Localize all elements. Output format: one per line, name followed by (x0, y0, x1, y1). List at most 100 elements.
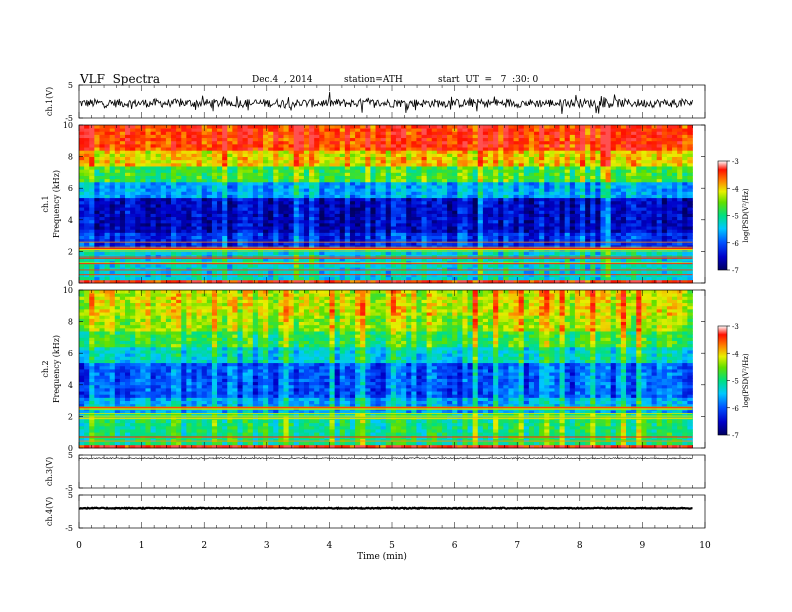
spectrogram-cell (344, 159, 351, 164)
spectrogram-cell (385, 257, 392, 262)
spectrogram-cell (595, 185, 601, 189)
spectrogram-cell (539, 229, 545, 233)
spectrogram-cell (390, 235, 397, 240)
spectrogram-cell (334, 273, 341, 278)
spectrogram-cell (370, 156, 376, 161)
spectrogram-cell (365, 257, 371, 262)
spectrogram-cell (344, 270, 351, 274)
spectrogram-cell (406, 276, 412, 281)
spectrogram-cell (656, 166, 663, 170)
spectrogram-cell (329, 276, 336, 281)
spectrogram-cell (528, 197, 535, 202)
spectrogram-cell (544, 200, 550, 205)
spectrogram-cell (89, 197, 95, 202)
spectrogram-cell (211, 235, 218, 240)
spectrogram-cell (104, 210, 111, 214)
spectrogram-cell (661, 273, 668, 278)
spectrogram-cell (426, 181, 433, 186)
spectrogram-cell (666, 273, 673, 278)
spectrogram-cell (263, 197, 269, 202)
spectrogram-cell (590, 159, 596, 164)
spectrogram-cell (237, 213, 243, 218)
spectrogram-cell (309, 229, 315, 233)
spectrogram-cell (646, 188, 652, 192)
spectrogram-cell (171, 197, 177, 202)
spectrogram-cell (365, 241, 371, 246)
spectrogram-cell (370, 219, 376, 224)
spectrogram-cell (385, 222, 392, 227)
spectrogram-cell (651, 276, 658, 281)
spectrogram-cell (436, 153, 443, 157)
spectrogram-cell (651, 222, 658, 227)
spectrogram-cell (355, 238, 361, 243)
spectrogram-cell (242, 213, 249, 218)
spectrogram-cell (298, 159, 305, 164)
spectrogram-cell (165, 150, 172, 154)
spectrogram-cell (590, 200, 596, 205)
spectrogram-cell (191, 169, 197, 173)
spectrogram-cell (620, 276, 627, 281)
spectrogram-cell (252, 254, 259, 259)
spectrogram-cell (641, 207, 647, 211)
spectrogram-cell (252, 270, 259, 274)
spectrogram-cell (298, 185, 305, 189)
spectrogram-cell (672, 197, 678, 202)
spectrogram-cell (390, 226, 397, 230)
spectrogram-cell (666, 191, 673, 195)
spectrogram-cell (263, 222, 269, 227)
spectrogram-cell (436, 276, 443, 281)
spectrogram-cell (196, 264, 203, 268)
spectrogram-cell (534, 207, 540, 211)
spectrogram-cell (211, 276, 218, 281)
spectrogram-cell (411, 200, 417, 205)
spectrogram-cell (682, 204, 688, 208)
spectrogram-cell (569, 219, 576, 224)
spectrogram-cell (339, 194, 346, 199)
spectrogram-cell (109, 216, 116, 221)
spectrogram-cell (482, 162, 489, 167)
spectrogram-cell (293, 169, 300, 173)
spectrogram-cell (303, 251, 310, 255)
spectrogram-cell (196, 270, 203, 274)
spectrogram-cell (687, 279, 693, 284)
spectrogram-cell (580, 235, 586, 240)
spectrogram-cell (99, 210, 105, 214)
spectrogram-cell (232, 194, 238, 199)
spectrogram-cell (554, 216, 560, 221)
spectrogram-cell (626, 251, 632, 255)
spectrogram-cell (89, 229, 95, 233)
spectrogram-cell (119, 238, 126, 243)
spectrogram-cell (298, 279, 305, 284)
spectrogram-cell (114, 150, 121, 154)
spectrogram-cell (564, 232, 571, 236)
spectrogram-cell (600, 251, 606, 255)
spectrogram-cell (278, 276, 284, 281)
spectrogram-cell (677, 232, 683, 236)
spectrogram-cell (411, 169, 417, 173)
spectrogram-cell (94, 270, 100, 274)
spectrogram-cell (196, 279, 203, 284)
spectrogram-cell (421, 204, 428, 208)
spectrogram-cell (201, 185, 208, 189)
spectrogram-cell (217, 251, 223, 255)
spectrogram-cell (237, 181, 243, 186)
spectrogram-cell (303, 185, 310, 189)
spectrogram-cell (477, 159, 484, 164)
spectrogram-cell (656, 194, 663, 199)
spectrogram-cell (324, 273, 330, 278)
spectrogram-cell (201, 207, 208, 211)
spectrogram-cell (94, 204, 100, 208)
spectrogram-cell (534, 197, 540, 202)
spectrogram-cell (580, 194, 586, 199)
spectrogram-cell (329, 216, 336, 221)
spectrogram-cell (227, 188, 233, 192)
spectrogram-cell (682, 257, 688, 262)
spectrogram-cell (278, 235, 284, 240)
spectrogram-cell (605, 153, 612, 157)
spectrogram-cell (385, 226, 392, 230)
spectrogram-cell (339, 166, 346, 170)
spectrogram-cell (263, 188, 269, 192)
spectrogram-cell (349, 200, 356, 205)
spectrogram-cell (314, 150, 320, 154)
spectrogram-cell (237, 210, 243, 214)
